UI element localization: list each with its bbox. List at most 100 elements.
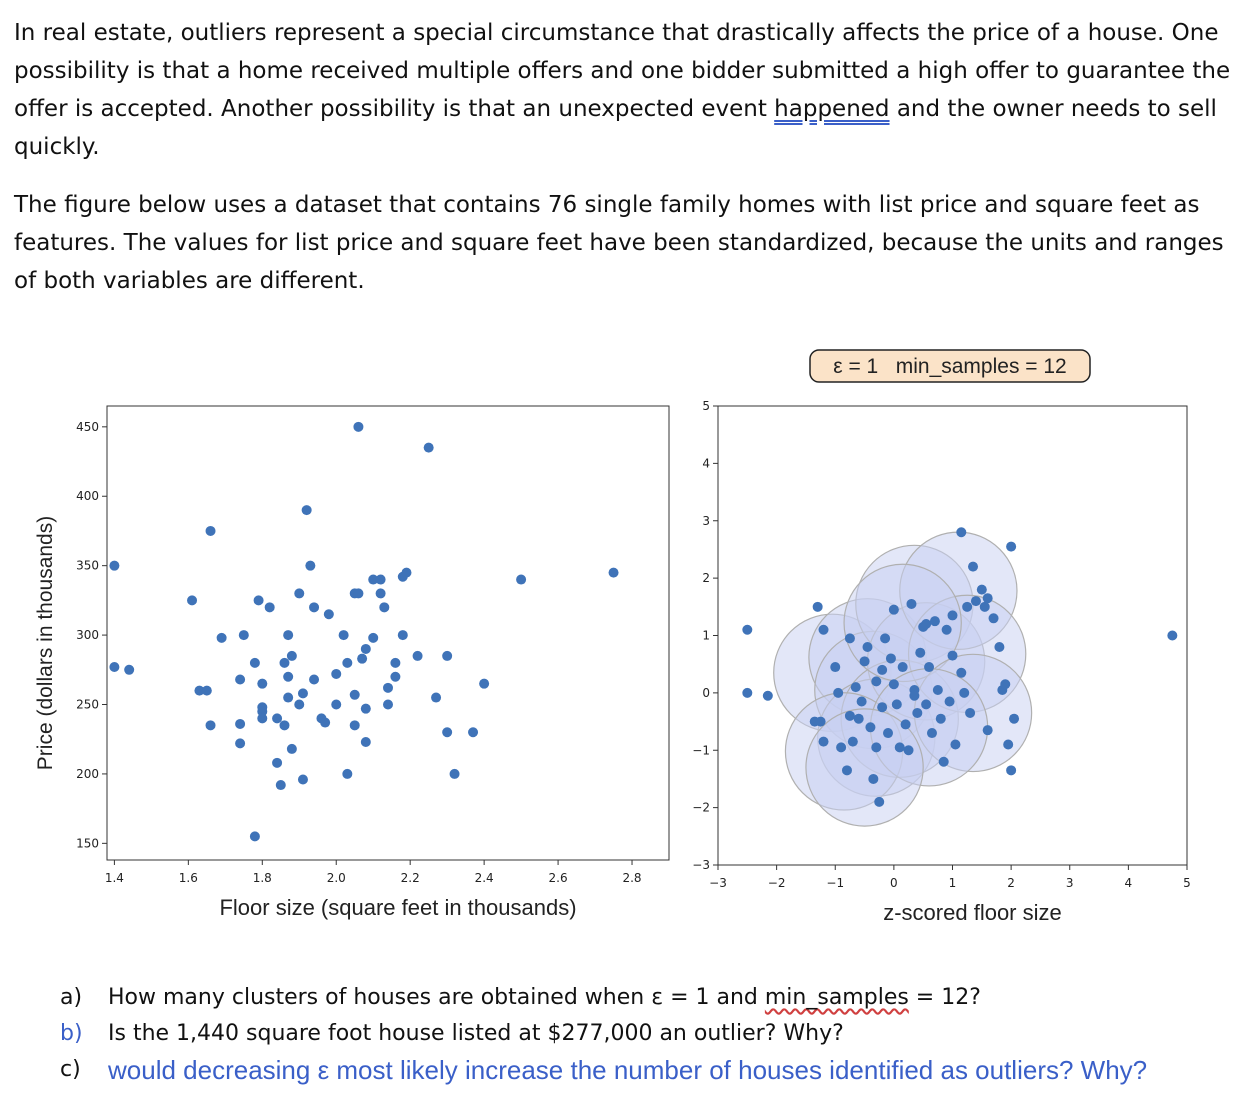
data-point — [865, 722, 876, 733]
data-point — [383, 699, 393, 710]
data-point — [442, 650, 453, 661]
data-point — [216, 632, 227, 643]
data-point — [353, 421, 364, 432]
y-tick-label: 2 — [702, 571, 710, 585]
data-point — [1006, 541, 1017, 552]
data-point — [871, 676, 882, 687]
data-point — [235, 738, 246, 749]
data-point — [331, 668, 342, 679]
x-axis-label: Floor size (square feet in thousands) — [219, 895, 576, 920]
x-tick-label: 4 — [1125, 876, 1133, 890]
question-b: b) Is the 1,440 square foot house listed … — [60, 1016, 1147, 1052]
data-point — [850, 682, 861, 693]
data-point — [994, 641, 1005, 652]
data-point — [970, 596, 981, 607]
data-point — [935, 713, 946, 724]
y-tick-label: 450 — [76, 420, 99, 434]
data-point — [275, 780, 286, 791]
data-point — [1006, 765, 1017, 776]
data-point — [205, 525, 216, 536]
data-point — [342, 768, 353, 779]
data-point — [976, 584, 987, 595]
data-point — [309, 602, 320, 613]
y-tick-label: 4 — [702, 456, 710, 470]
x-tick-label: 2.8 — [622, 871, 641, 885]
data-point — [841, 765, 852, 776]
data-point — [856, 696, 867, 707]
x-tick-label: 2.4 — [475, 871, 494, 885]
data-point — [272, 757, 283, 768]
data-point — [397, 630, 408, 641]
data-point — [859, 656, 870, 667]
chart-panel-2: −3 −2 −1 0 1 2 3 4 5 −3 −2 −1 0 1 2 3 4 5 z-scored floor s… — [692, 349, 1191, 925]
data-point — [412, 650, 423, 661]
data-point — [1167, 630, 1178, 641]
question-a-marker: a) — [60, 985, 83, 1010]
x-tick-label: −2 — [768, 876, 786, 890]
data-point — [871, 742, 882, 753]
y-tick-label: −1 — [692, 743, 710, 757]
data-point — [883, 728, 894, 739]
data-point — [264, 602, 275, 613]
data-point — [847, 736, 858, 747]
data-point — [608, 567, 619, 578]
data-point — [959, 687, 970, 698]
data-point — [390, 657, 401, 668]
data-point — [109, 662, 120, 673]
dataset-paragraph: The figure below uses a dataset that con… — [14, 192, 1224, 294]
y-tick-label: 0 — [702, 686, 710, 700]
data-point — [877, 664, 888, 675]
intro-paragraph: In real estate, outliers represent a spe… — [14, 14, 1239, 166]
data-point — [401, 567, 412, 578]
data-point — [253, 595, 264, 606]
data-point — [235, 674, 246, 685]
data-point — [124, 664, 135, 675]
data-point — [383, 682, 393, 693]
data-point — [249, 657, 260, 668]
x-tick-label: 5 — [1183, 876, 1191, 890]
x-axis-label: z-scored floor size — [883, 900, 1062, 925]
data-point — [1003, 739, 1014, 750]
y-tick-label: 150 — [76, 836, 99, 850]
data-point — [286, 743, 297, 754]
data-point — [368, 632, 379, 643]
data-point — [742, 687, 753, 698]
data-point — [979, 601, 990, 612]
data-point — [944, 696, 955, 707]
y-tick-label: 5 — [702, 399, 710, 413]
x-tick-label: 0 — [890, 876, 898, 890]
x-tick-label: 2 — [1007, 876, 1015, 890]
data-point — [968, 561, 979, 572]
data-point — [818, 736, 829, 747]
data-point — [375, 588, 386, 599]
epsilon-circle — [805, 708, 924, 827]
data-point — [294, 588, 305, 599]
x-tick-label: 1.8 — [253, 871, 272, 885]
data-point — [921, 699, 932, 710]
question-c-text: would decreasing ε most likely increase … — [108, 1055, 1148, 1085]
data-point — [379, 602, 390, 613]
question-c: c) would decreasing ε most likely increas… — [60, 1052, 1147, 1088]
data-point — [309, 674, 320, 685]
data-point — [286, 650, 297, 661]
data-point — [338, 630, 349, 641]
y-tick-label: 250 — [76, 698, 99, 712]
data-point — [903, 745, 914, 756]
data-point — [874, 796, 885, 807]
x-tick-label: 1 — [949, 876, 957, 890]
data-point — [880, 633, 891, 644]
data-point — [868, 773, 879, 784]
data-point — [479, 678, 490, 689]
data-point — [982, 725, 993, 736]
data-point — [368, 574, 379, 585]
data-point — [900, 719, 911, 730]
data-point — [468, 727, 479, 738]
data-point — [353, 588, 364, 599]
params-badge — [809, 349, 1091, 383]
data-point — [431, 692, 442, 703]
data-point — [812, 601, 823, 612]
data-point — [956, 527, 967, 538]
data-point — [283, 671, 294, 682]
question-list: a) How many clusters of houses are obtain… — [60, 980, 1147, 1088]
data-point — [257, 702, 268, 713]
